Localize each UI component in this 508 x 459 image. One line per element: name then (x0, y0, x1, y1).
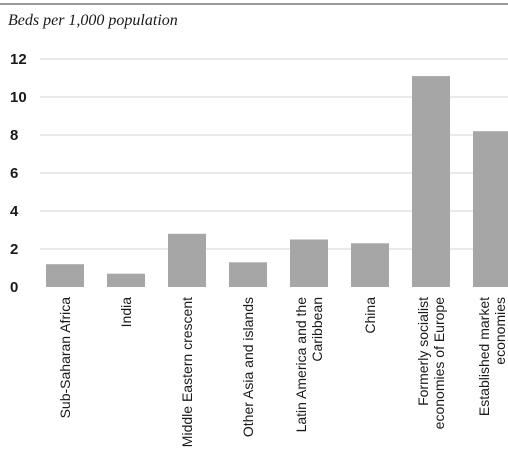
y-tick-label: 10 (10, 89, 27, 106)
top-rule (0, 3, 508, 5)
x-category-label: Middle Eastern crescent (179, 297, 195, 447)
x-category-label: China (362, 297, 378, 334)
x-category-label: Other Asia and islands (240, 297, 256, 437)
bar (168, 233, 206, 287)
y-tick-label: 4 (10, 203, 19, 220)
bar (351, 243, 389, 287)
x-category-label: Sub-Saharan Africa (57, 297, 73, 419)
bar (107, 273, 145, 287)
y-tick-label: 6 (10, 165, 18, 182)
x-category-label: India (118, 297, 134, 328)
y-tick-label: 0 (10, 279, 18, 296)
bar (229, 262, 267, 287)
y-tick-label: 12 (10, 51, 27, 68)
bar (290, 239, 328, 287)
x-category-label: economies of Europe (431, 297, 447, 430)
x-category-label: economies (492, 297, 508, 365)
x-category-label: Formerly socialist (415, 297, 431, 406)
bar (46, 264, 84, 287)
x-category-label: Established market (476, 297, 492, 416)
x-category-label: Latin America and the (293, 297, 309, 433)
y-tick-label: 8 (10, 127, 18, 144)
bar (473, 131, 508, 287)
bar (412, 76, 450, 287)
y-axis-title: Beds per 1,000 population (8, 12, 178, 29)
y-tick-label: 2 (10, 241, 18, 258)
x-category-label: Caribbean (309, 297, 325, 362)
